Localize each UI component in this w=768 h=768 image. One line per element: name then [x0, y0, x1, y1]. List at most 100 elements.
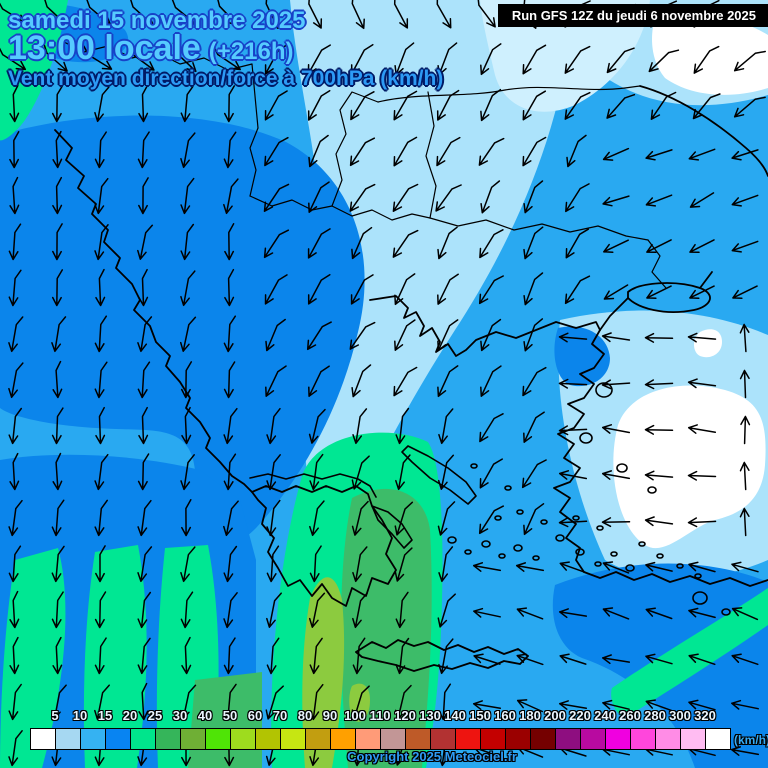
wind-arrow [645, 149, 673, 161]
legend-cell-26 [680, 728, 706, 750]
region-green-southeast-streak [611, 588, 768, 717]
coastline-path [54, 129, 253, 493]
legend-tick: 70 [272, 708, 288, 723]
wind-arrow [436, 89, 460, 121]
wind-arrow [394, 731, 413, 766]
wind-arrow [646, 239, 672, 254]
wind-arrow [603, 284, 629, 300]
legend-cell-7 [205, 728, 231, 750]
island-outline [638, 541, 646, 547]
wind-arrow [264, 274, 288, 305]
wind-arrow [309, 545, 322, 583]
legend-cell-2 [80, 728, 106, 750]
wind-arrow [352, 729, 366, 767]
legend-cell-22 [580, 728, 606, 750]
wind-arrow [266, 637, 280, 675]
wind-arrow [731, 653, 759, 666]
forecast-offset-label: (+216h) [208, 38, 294, 65]
wind-arrow [480, 318, 502, 352]
wind-arrow [223, 683, 237, 721]
wind-arrow [739, 461, 750, 491]
wind-arrow [558, 517, 588, 528]
legend-cell-12 [330, 728, 356, 750]
wind-arrow [350, 91, 375, 121]
wind-arrow [9, 590, 20, 629]
wind-speed-legend: 5 10 15 20 25 30 40 50 60 70 80 90 100 110 120 130 140 15… [30, 708, 731, 750]
wind-arrow [731, 699, 759, 710]
wind-arrow [438, 683, 452, 721]
wind-arrow [307, 273, 331, 305]
wind-arrow [223, 500, 239, 537]
region-green-topleft-corner [0, 0, 68, 141]
wind-arrow [138, 84, 149, 123]
wind-arrow [522, 366, 547, 397]
wind-arrow [223, 545, 238, 583]
wind-arrow [479, 413, 504, 443]
wind-arrow [308, 592, 326, 628]
wind-arrow [8, 683, 22, 721]
island-outline [555, 534, 565, 542]
wind-arrow [731, 561, 759, 573]
coastline-path [355, 639, 529, 672]
wind-arrow [94, 637, 107, 675]
wind-arrow [94, 131, 107, 169]
coastline-path [249, 127, 259, 197]
wind-arrow [9, 452, 20, 491]
coastlines-borders [54, 39, 768, 672]
wind-arrow [480, 365, 502, 397]
legend-tick: 240 [594, 708, 616, 723]
wind-arrow [558, 470, 588, 480]
wind-arrow [558, 425, 588, 436]
wind-arrow [601, 654, 631, 665]
coastline-path [377, 85, 641, 103]
coastline-path [553, 329, 605, 573]
wind-arrow [223, 131, 237, 169]
wind-arrow [437, 319, 459, 352]
wind-arrow [352, 546, 368, 583]
wind-arrow [645, 561, 673, 572]
wind-arrow [436, 136, 461, 167]
wind-arrow [265, 685, 284, 720]
wind-arrow [521, 459, 547, 489]
wind-arrow [212, 44, 241, 71]
legend-tick: 100 [344, 708, 366, 723]
wind-arrow [181, 636, 192, 675]
wind-arrow [180, 223, 195, 261]
region-white-small-patch [694, 329, 722, 358]
wind-arrow [644, 470, 674, 481]
wind-arrow [308, 134, 329, 168]
wind-arrow [137, 316, 153, 353]
wind-arrow [266, 592, 282, 628]
wind-arrow [51, 729, 66, 767]
wind-arrow [395, 454, 411, 491]
island-outline [494, 515, 502, 521]
legend-cell-19 [505, 728, 531, 750]
wind-arrow [558, 700, 588, 710]
wind-arrow [266, 545, 280, 583]
island-outline [579, 432, 593, 444]
wind-arrow [478, 275, 504, 305]
wind-arrow [564, 91, 591, 120]
wind-arrow [437, 226, 458, 260]
wind-arrow [307, 89, 331, 121]
wind-arrow [309, 500, 325, 537]
island-outline [504, 485, 512, 491]
wind-arrow [349, 321, 376, 350]
wind-arrow [687, 378, 717, 389]
wind-arrow [265, 0, 279, 29]
wind-arrow [217, 0, 240, 27]
wind-arrow [523, 180, 544, 214]
wind-arrow [266, 499, 281, 537]
coastline-path [249, 195, 431, 221]
wind-arrow [602, 147, 630, 161]
wind-arrow [437, 273, 459, 305]
wind-arrow [516, 699, 544, 713]
wind-arrow [51, 545, 65, 583]
legend-cell-13 [355, 728, 381, 750]
wind-arrow [479, 229, 504, 259]
wind-arrow [733, 50, 766, 72]
wind-arrow [180, 177, 195, 215]
wind-arrow [601, 424, 631, 434]
wind-arrow [688, 561, 716, 573]
